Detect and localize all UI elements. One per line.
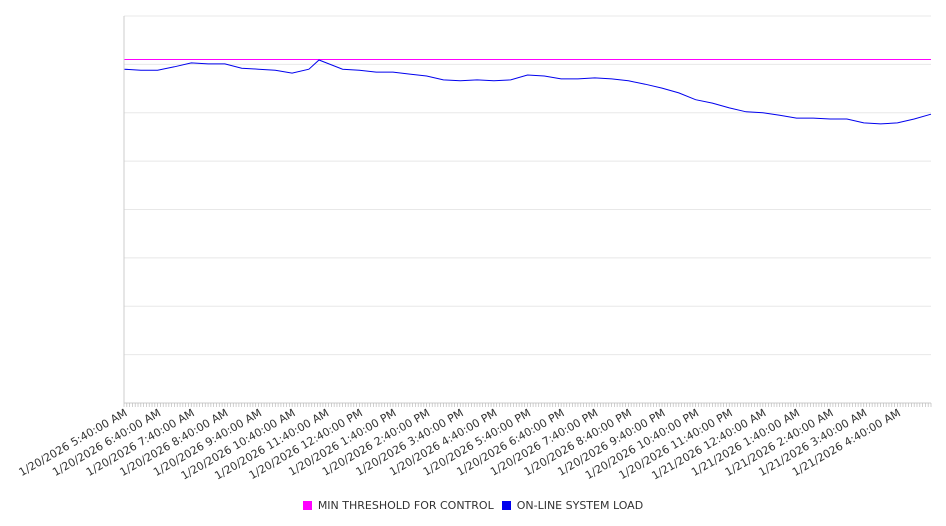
legend: MIN THRESHOLD FOR CONTROL ON-LINE SYSTEM … <box>0 499 946 513</box>
legend-swatch <box>302 501 312 510</box>
legend-label: ON-LINE SYSTEM LOAD <box>516 499 644 512</box>
legend-swatch <box>501 501 511 510</box>
series-group <box>123 59 932 125</box>
axes <box>123 16 932 407</box>
line-chart: 1/20/2026 5:40:00 AM1/20/2026 6:40:00 AM… <box>17 15 932 483</box>
x-tick-labels: 1/20/2026 5:40:00 AM1/20/2026 6:40:00 AM… <box>17 406 903 482</box>
grid-lines <box>124 15 931 404</box>
legend-label: MIN THRESHOLD FOR CONTROL <box>317 499 494 512</box>
legend-item[interactable]: ON-LINE SYSTEM LOAD <box>501 499 644 512</box>
legend-item[interactable]: MIN THRESHOLD FOR CONTROL <box>302 499 494 512</box>
series-line-on-line-system-load <box>123 59 932 125</box>
